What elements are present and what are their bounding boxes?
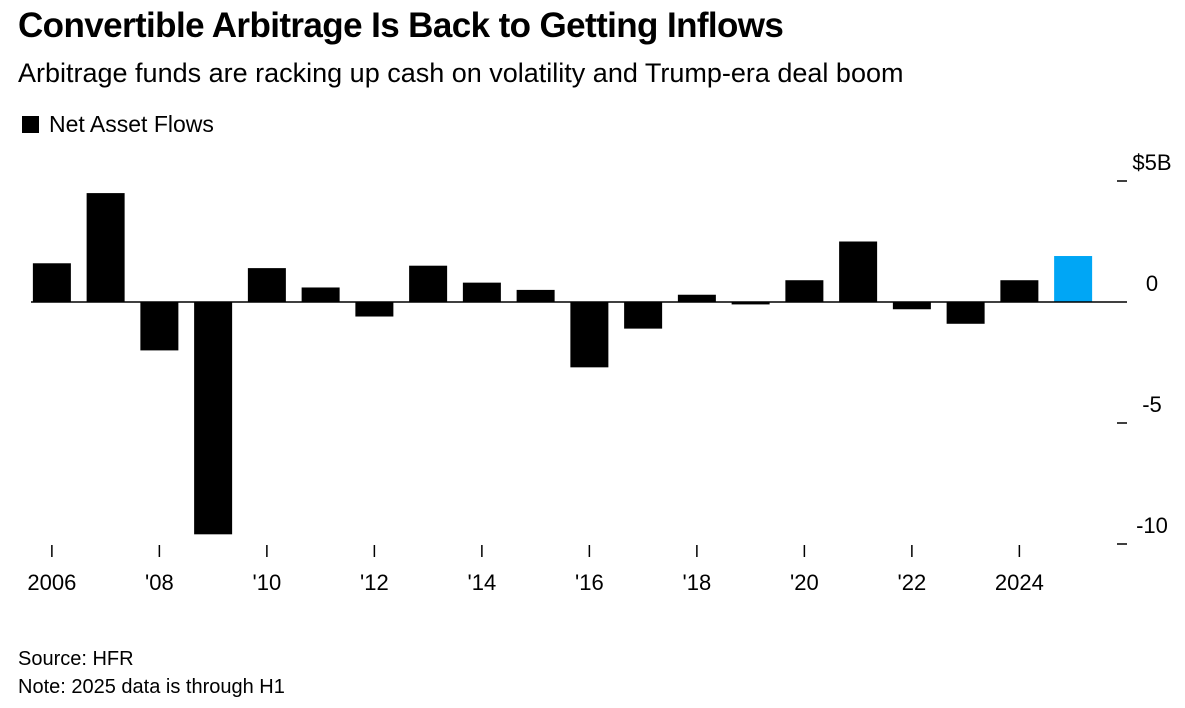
bar-2009 — [194, 302, 233, 535]
bar-2021 — [839, 241, 878, 302]
x-tick-label: '12 — [360, 570, 389, 595]
bar-2010 — [247, 268, 286, 302]
x-tick-label: '20 — [790, 570, 819, 595]
bar-2022 — [892, 302, 931, 310]
x-tick-label: '08 — [145, 570, 174, 595]
bar-2017 — [624, 302, 663, 329]
legend: Net Asset Flows — [22, 111, 214, 138]
source-note: Source: HFR — [18, 648, 134, 670]
x-tick-label: '14 — [468, 570, 497, 595]
legend-swatch — [22, 116, 39, 133]
bar-2012 — [355, 302, 394, 317]
y-tick-label: 0 — [1146, 271, 1158, 296]
y-tick-label: $5B — [1132, 150, 1171, 175]
bar-2006 — [32, 263, 71, 302]
chart-subtitle: Arbitrage funds are racking up cash on v… — [18, 58, 904, 88]
y-tick-label: -10 — [1136, 513, 1168, 538]
bar-2018 — [677, 294, 716, 302]
x-tick-label: '18 — [683, 570, 712, 595]
legend-label: Net Asset Flows — [49, 111, 214, 137]
x-tick-label: 2024 — [995, 570, 1044, 595]
bar-2025 — [1054, 256, 1093, 302]
bar-2023 — [946, 302, 985, 324]
chart-title: Convertible Arbitrage Is Back to Getting… — [18, 6, 784, 45]
data-note: Note: 2025 data is through H1 — [18, 676, 285, 698]
y-tick-label: -5 — [1142, 392, 1162, 417]
bar-2013 — [409, 265, 448, 302]
x-tick-label: '22 — [898, 570, 927, 595]
bar-2011 — [301, 287, 340, 302]
x-tick-label: 2006 — [27, 570, 76, 595]
bar-2015 — [516, 289, 555, 302]
bar-2020 — [785, 280, 824, 302]
bar-2016 — [570, 302, 609, 368]
bar-2014 — [462, 282, 501, 302]
x-tick-label: '10 — [253, 570, 282, 595]
bar-2008 — [140, 302, 179, 351]
bar-2024 — [1000, 280, 1039, 302]
x-tick-label: '16 — [575, 570, 604, 595]
bar-2007 — [86, 193, 125, 302]
bar-2019 — [731, 302, 770, 305]
